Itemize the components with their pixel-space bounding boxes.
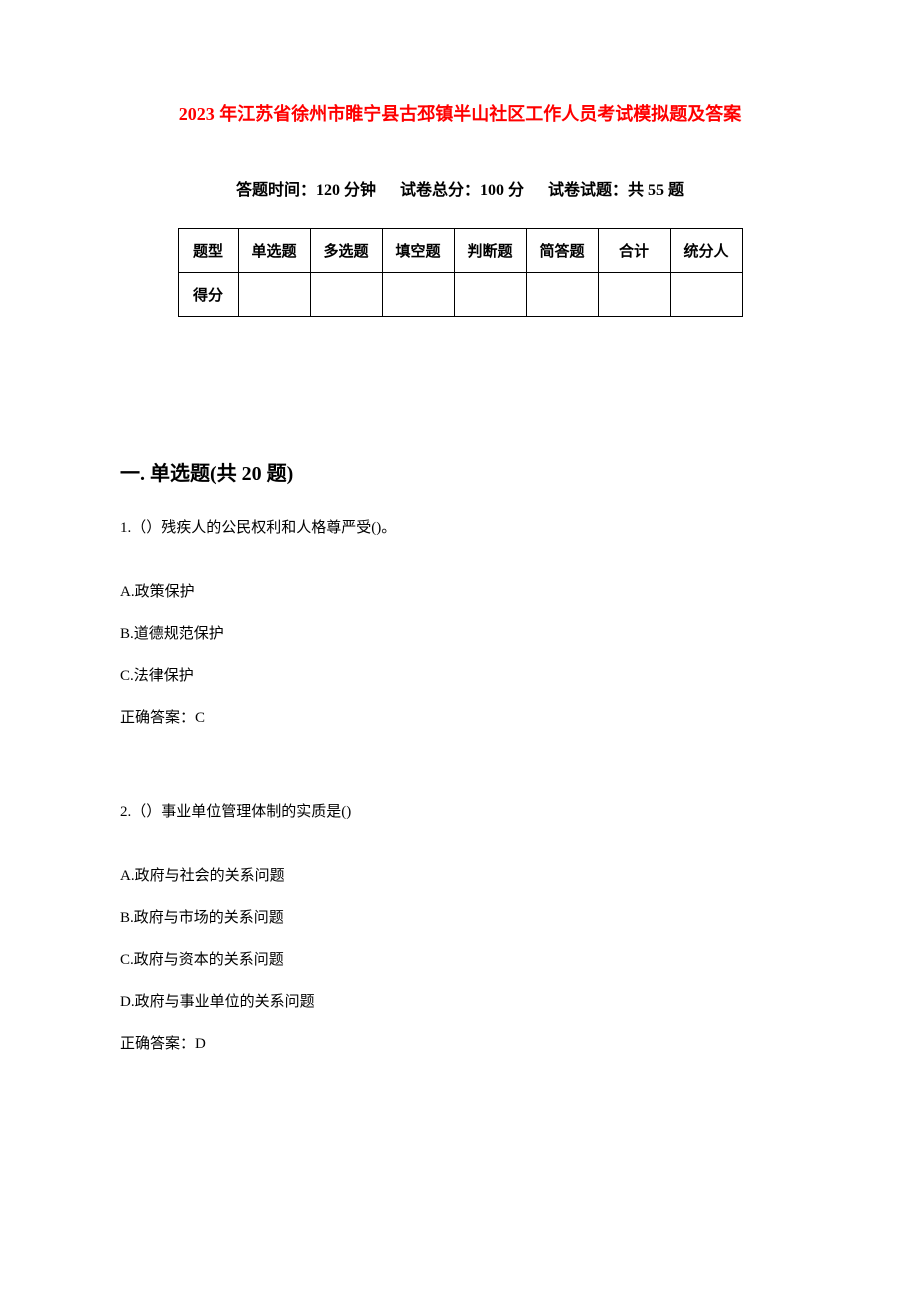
q1-stem: 1.（）残疾人的公民权利和人格尊严受()。	[120, 516, 800, 540]
info-total-label: 试卷总分：	[400, 182, 480, 199]
q2-option-d: D.政府与事业单位的关系问题	[120, 990, 800, 1014]
td-empty	[454, 273, 526, 317]
td-empty	[526, 273, 598, 317]
q2-answer: 正确答案：D	[120, 1032, 800, 1056]
td-empty	[670, 273, 742, 317]
th-fill: 填空题	[382, 229, 454, 273]
td-empty	[238, 273, 310, 317]
th-multi: 多选题	[310, 229, 382, 273]
table-row: 题型 单选题 多选题 填空题 判断题 简答题 合计 统分人	[178, 229, 742, 273]
td-score-label: 得分	[178, 273, 238, 317]
q2-option-c: C.政府与资本的关系问题	[120, 948, 800, 972]
info-count: 试卷试题：共 55 题	[548, 182, 684, 199]
th-total: 合计	[598, 229, 670, 273]
section-1-heading: 一. 单选题(共 20 题)	[120, 457, 800, 486]
score-table: 题型 单选题 多选题 填空题 判断题 简答题 合计 统分人 得分	[178, 228, 743, 317]
info-count-label: 试卷试题：	[548, 182, 628, 199]
q2-stem: 2.（）事业单位管理体制的实质是()	[120, 800, 800, 824]
exam-info-line: 答题时间：120 分钟 试卷总分：100 分 试卷试题：共 55 题	[120, 176, 800, 200]
info-time-value: 120 分钟	[316, 182, 376, 199]
info-count-value: 共 55 题	[628, 182, 684, 199]
td-empty	[382, 273, 454, 317]
q2-option-b: B.政府与市场的关系问题	[120, 906, 800, 930]
td-empty	[310, 273, 382, 317]
th-single: 单选题	[238, 229, 310, 273]
th-judge: 判断题	[454, 229, 526, 273]
q1-option-c: C.法律保护	[120, 664, 800, 688]
info-total: 试卷总分：100 分	[400, 182, 524, 199]
th-short: 简答题	[526, 229, 598, 273]
info-total-value: 100 分	[480, 182, 524, 199]
info-time-label: 答题时间：	[236, 182, 316, 199]
q1-option-b: B.道德规范保护	[120, 622, 800, 646]
q2-option-a: A.政府与社会的关系问题	[120, 864, 800, 888]
td-empty	[598, 273, 670, 317]
q1-answer: 正确答案：C	[120, 706, 800, 730]
th-scorer: 统分人	[670, 229, 742, 273]
info-time: 答题时间：120 分钟	[236, 182, 376, 199]
q1-option-a: A.政策保护	[120, 580, 800, 604]
table-row: 得分	[178, 273, 742, 317]
exam-title: 2023 年江苏省徐州市睢宁县古邳镇半山社区工作人员考试模拟题及答案	[120, 100, 800, 126]
th-type: 题型	[178, 229, 238, 273]
